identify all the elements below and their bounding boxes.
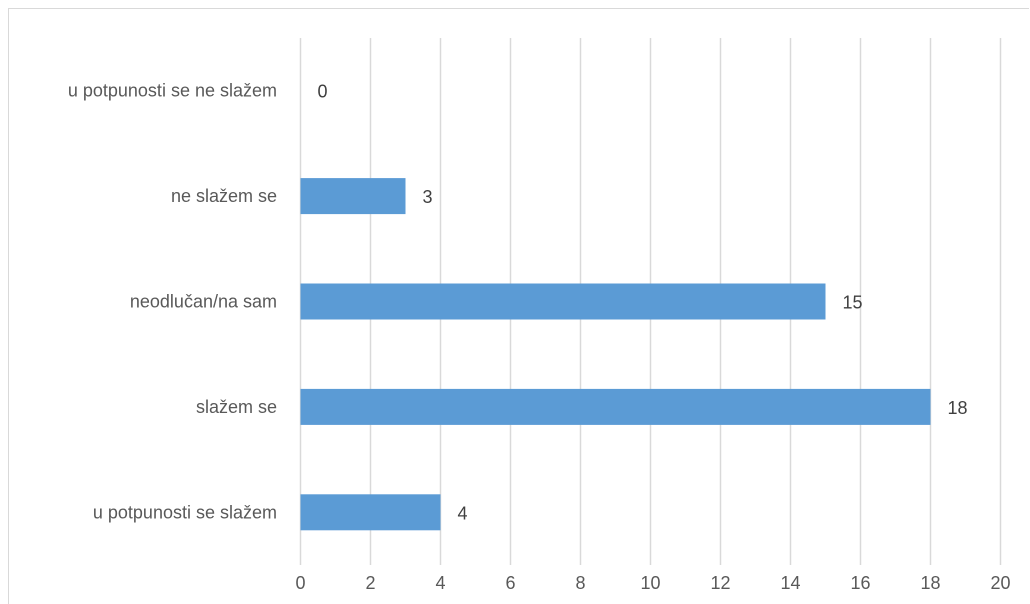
- data-label: 4: [458, 503, 468, 523]
- x-tick-label: 10: [640, 573, 660, 593]
- x-tick-label: 2: [365, 573, 375, 593]
- data-label: 18: [948, 398, 968, 418]
- category-label: u potpunosti se ne slažem: [68, 81, 277, 101]
- category-label: u potpunosti se slažem: [93, 502, 277, 522]
- bars: [300, 178, 931, 531]
- x-tick-label: 14: [780, 573, 800, 593]
- x-tick-label: 8: [575, 573, 585, 593]
- category-label: neodlučan/na sam: [130, 292, 277, 312]
- bar: [300, 283, 826, 320]
- bar: [300, 178, 406, 215]
- bar: [300, 494, 441, 531]
- x-tick-label: 6: [505, 573, 515, 593]
- x-tick-label: 18: [920, 573, 940, 593]
- x-tick-label: 20: [990, 573, 1010, 593]
- x-tick-label: 12: [710, 573, 730, 593]
- data-label: 15: [843, 293, 863, 313]
- x-tick-label: 0: [295, 573, 305, 593]
- data-label: 0: [318, 82, 328, 102]
- x-tick-label: 4: [435, 573, 445, 593]
- category-label: ne slažem se: [171, 186, 277, 206]
- bar: [300, 388, 931, 425]
- labels: 0 2 4 6 8 10 12 14 16 18 20 u potpunosti se ne slaž…: [68, 81, 1011, 593]
- x-tick-label: 16: [850, 573, 870, 593]
- chart-frame: [8, 8, 1029, 604]
- data-label: 3: [423, 187, 433, 207]
- category-label: slažem se: [196, 397, 277, 417]
